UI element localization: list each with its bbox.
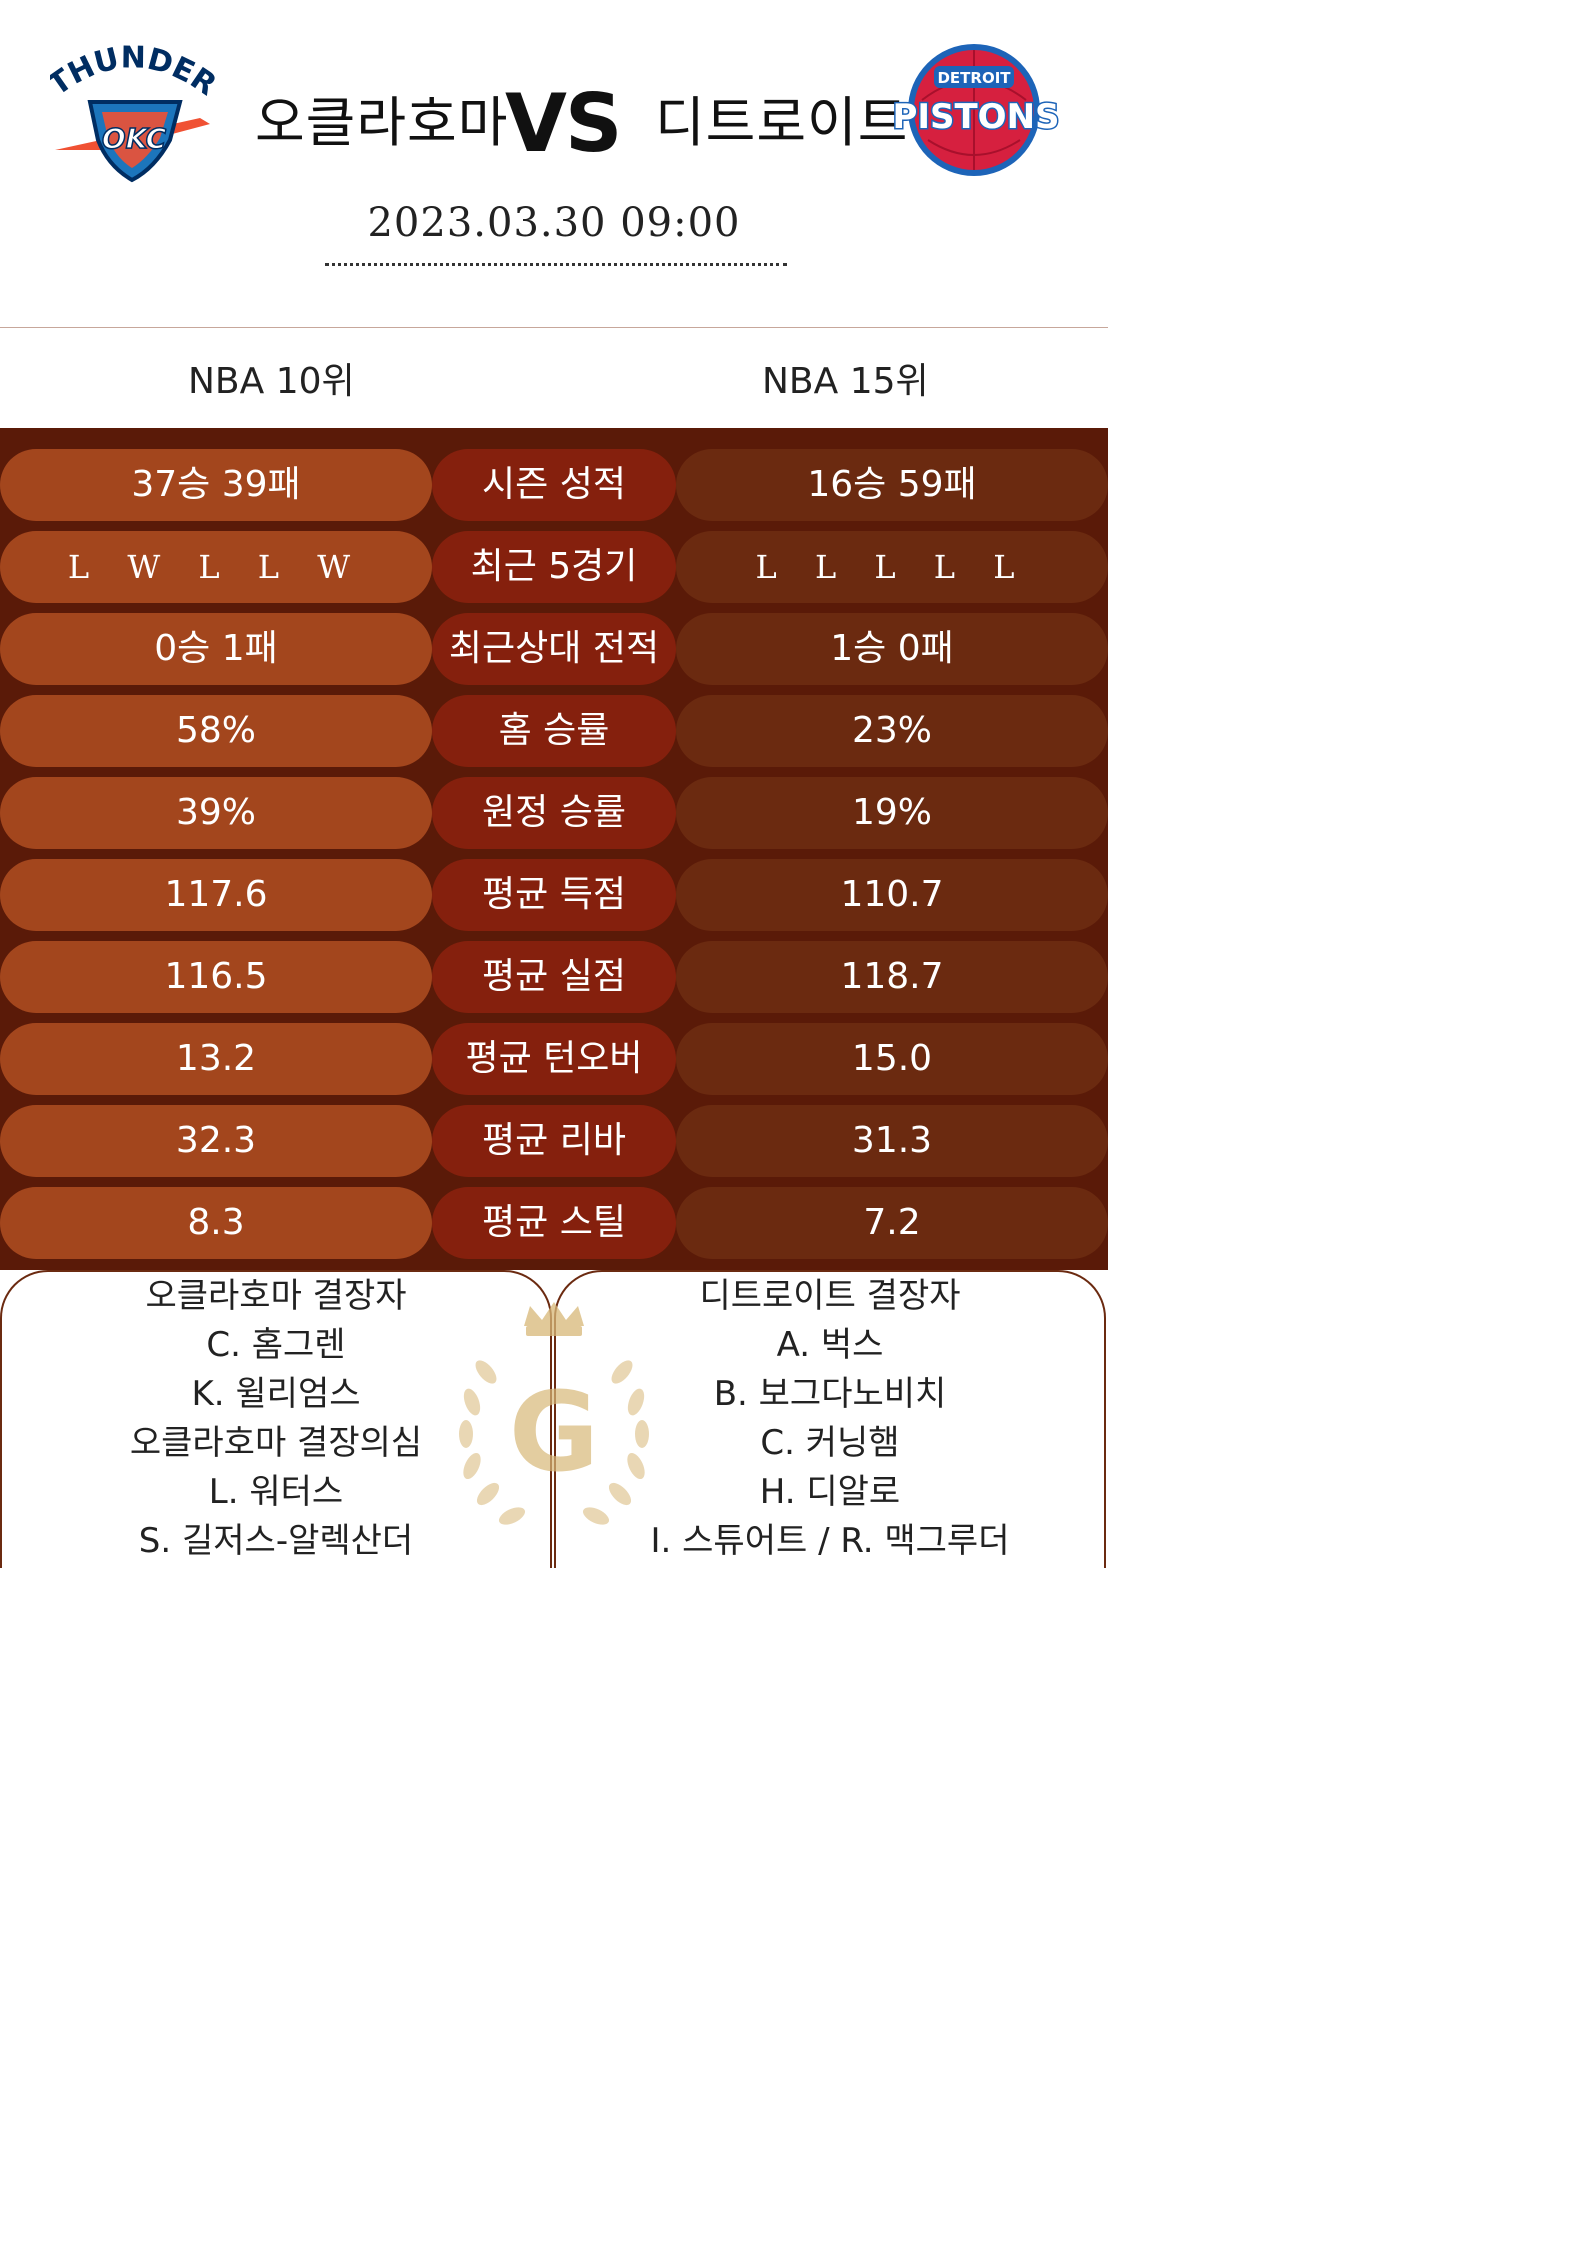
- stat-category: 최근 5경기: [432, 531, 676, 603]
- stat-category: 평균 턴오버: [432, 1023, 676, 1095]
- home-doubtful-player: S. 길저스-알렉산더: [138, 1521, 414, 1561]
- pistons-logo-top-text: DETROIT: [937, 69, 1011, 87]
- stat-row-head-to-head: 0승 1패 최근상대 전적 1승 0패: [0, 613, 1108, 685]
- stat-row-away-win-rate: 39% 원정 승률 19%: [0, 777, 1108, 849]
- stat-row-avg-steals: 8.3 평균 스틸 7.2: [0, 1187, 1108, 1259]
- away-absent-player: C. 커닝햄: [760, 1423, 900, 1463]
- away-absent-player: I. 스튜어트 / R. 맥그루더: [650, 1521, 1010, 1561]
- home-doubtful-title: 오클라호마 결장의심: [129, 1423, 423, 1463]
- stat-category: 평균 스틸: [432, 1187, 676, 1259]
- date-underline: [325, 263, 787, 266]
- emblem-letter: G: [509, 1368, 599, 1496]
- home-stat-value: 58%: [0, 695, 432, 767]
- stats-comparison-panel: 37승 39패 시즌 성적 16승 59패 L W L L W 최근 5경기 L…: [0, 428, 1108, 1270]
- home-stat-value: 117.6: [0, 859, 432, 931]
- home-stat-value: 8.3: [0, 1187, 432, 1259]
- home-doubtful-player: L. 워터스: [208, 1472, 344, 1512]
- stat-category: 원정 승률: [432, 777, 676, 849]
- away-absence-card: 디트로이트 결장자 A. 벅스 B. 보그다노비치 C. 커닝햄 H. 디알로 …: [554, 1270, 1106, 1568]
- home-absence-title: 오클라호마 결장자: [145, 1276, 407, 1316]
- home-stat-value: 37승 39패: [0, 449, 432, 521]
- match-datetime: 2023.03.30 09:00: [367, 200, 741, 246]
- stat-row-avg-rebounds: 32.3 평균 리바 31.3: [0, 1105, 1108, 1177]
- home-team-name: 오클라호마: [255, 91, 509, 154]
- away-stat-value: 110.7: [676, 859, 1108, 931]
- away-absent-player: H. 디알로: [759, 1472, 901, 1512]
- home-stat-value: 32.3: [0, 1105, 432, 1177]
- home-stat-value: 116.5: [0, 941, 432, 1013]
- stat-category: 평균 실점: [432, 941, 676, 1013]
- home-absent-player: C. 홈그렌: [206, 1325, 346, 1365]
- stat-category: 시즌 성적: [432, 449, 676, 521]
- stat-category: 최근상대 전적: [432, 613, 676, 685]
- away-stat-value: 16승 59패: [676, 449, 1108, 521]
- away-stat-value: 1승 0패: [676, 613, 1108, 685]
- away-stat-value: 31.3: [676, 1105, 1108, 1177]
- away-stat-value: 23%: [676, 695, 1108, 767]
- away-team-rank: NBA 15위: [762, 361, 929, 402]
- pistons-logo-main-text: PISTONS: [892, 97, 1059, 137]
- away-team-name: 디트로이트: [655, 91, 909, 154]
- stat-category: 홈 승률: [432, 695, 676, 767]
- stat-row-avg-allowed: 116.5 평균 실점 118.7: [0, 941, 1108, 1013]
- stat-row-home-win-rate: 58% 홈 승률 23%: [0, 695, 1108, 767]
- away-stat-value: 19%: [676, 777, 1108, 849]
- away-stat-value: 15.0: [676, 1023, 1108, 1095]
- stat-row-recent-five: L W L L W 최근 5경기 L L L L L: [0, 531, 1108, 603]
- away-stat-value: 7.2: [676, 1187, 1108, 1259]
- away-absence-title: 디트로이트 결장자: [699, 1276, 961, 1316]
- away-absent-player: A. 벅스: [776, 1325, 884, 1365]
- home-stat-value: 39%: [0, 777, 432, 849]
- thunder-logo: THUNDER OKC: [42, 40, 223, 185]
- stat-row-avg-turnovers: 13.2 평균 턴오버 15.0: [0, 1023, 1108, 1095]
- thunder-wordmark: THUNDER: [50, 40, 215, 103]
- home-absent-player: K. 윌리엄스: [191, 1374, 361, 1414]
- away-absent-player: B. 보그다노비치: [713, 1374, 947, 1414]
- header-divider: [0, 327, 1108, 328]
- home-stat-value: 0승 1패: [0, 613, 432, 685]
- okc-badge-text: OKC: [102, 122, 167, 155]
- away-stat-value: L L L L L: [676, 531, 1108, 603]
- home-stat-value: 13.2: [0, 1023, 432, 1095]
- stat-category: 평균 리바: [432, 1105, 676, 1177]
- stat-category: 평균 득점: [432, 859, 676, 931]
- away-stat-value: 118.7: [676, 941, 1108, 1013]
- home-team-rank: NBA 10위: [188, 361, 355, 402]
- home-stat-value: L W L L W: [0, 531, 432, 603]
- pistons-logo: DETROIT PISTONS: [891, 40, 1062, 182]
- stat-row-season-record: 37승 39패 시즌 성적 16승 59패: [0, 449, 1108, 521]
- crown-laurel-g-icon: G: [446, 1302, 662, 1542]
- home-absence-card: 오클라호마 결장자 C. 홈그렌 K. 윌리엄스 오클라호마 결장의심 L. 워…: [0, 1270, 552, 1568]
- vs-label: VS: [505, 77, 623, 170]
- stat-row-avg-points: 117.6 평균 득점 110.7: [0, 859, 1108, 931]
